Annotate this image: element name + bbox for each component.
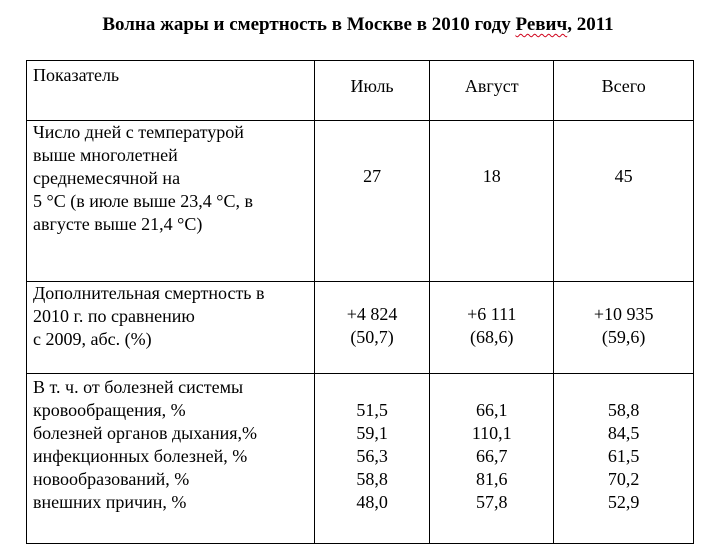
value-circulatory: 66,1: [476, 400, 508, 420]
header-total: Всего: [553, 60, 694, 121]
header-july: Июль: [313, 60, 431, 121]
heatwave-mortality-table: Показатель Июль Август Всего Число дней …: [26, 60, 694, 544]
value-respiratory: 59,1: [356, 423, 388, 443]
label-line: новообразований, %: [33, 469, 190, 489]
value-absolute: +6 111: [467, 304, 517, 324]
label-line: выше многолетней: [33, 145, 178, 165]
label-line: Число дней с температурой: [33, 122, 244, 142]
cell-causes-total: 58,8 84,5 61,5 70,2 52,9: [553, 373, 694, 544]
value-absolute: +10 935: [593, 304, 654, 324]
table-row-causes: В т. ч. от болезней системы кровообращен…: [26, 373, 694, 544]
cell-hot-days-total: 45: [553, 120, 694, 282]
document-page: Волна жары и смертность в Москве в 2010 …: [0, 13, 716, 544]
row-label-hot-days: Число дней с температурой выше многолетн…: [26, 120, 315, 282]
value-external: 57,8: [476, 492, 508, 512]
value-circulatory: 58,8: [607, 400, 640, 420]
table-row-excess-mortality: Дополнительная смертность в 2010 г. по с…: [26, 281, 694, 374]
value-respiratory: 84,5: [607, 423, 640, 443]
cell-hot-days-august: 18: [429, 120, 555, 282]
title-text: Волна жары и смертность в Москве в 2010 …: [102, 14, 511, 35]
value-external: 52,9: [607, 492, 640, 512]
document-title: Волна жары и смертность в Москве в 2010 …: [0, 13, 716, 37]
cell-excess-july: +4 824 (50,7): [313, 281, 431, 374]
label-line: кровообращения, %: [33, 400, 186, 420]
label-line: болезней органов дыхания,%: [33, 423, 258, 443]
label-line: инфекционных болезней, %: [33, 446, 248, 466]
title-year: , 2011: [567, 14, 614, 35]
value-percent: (50,7): [350, 327, 394, 347]
cell-excess-august: +6 111 (68,6): [429, 281, 555, 374]
header-august: Август: [429, 60, 555, 121]
label-line: 5 °С (в июле выше 23,4 °С, в: [33, 191, 253, 211]
cell-causes-august: 66,1 110,1 66,7 81,6 57,8: [429, 373, 555, 544]
value-neoplasms: 81,6: [476, 469, 508, 489]
value-infectious: 56,3: [356, 446, 388, 466]
value-neoplasms: 70,2: [607, 469, 640, 489]
value-external: 48,0: [356, 492, 388, 512]
label-line: с 2009, абс. (%): [33, 329, 152, 349]
value-absolute: +4 824: [346, 304, 398, 324]
cell-causes-july: 51,5 59,1 56,3 58,8 48,0: [313, 373, 431, 544]
label-line: 2010 г. по сравнению: [33, 306, 195, 326]
label-line: внешних причин, %: [33, 492, 187, 512]
value-infectious: 66,7: [476, 446, 508, 466]
label-line: В т. ч. от болезней системы: [33, 377, 244, 397]
table-header-row: Показатель Июль Август Всего: [26, 60, 694, 121]
title-author-spellcheck: Ревич: [515, 14, 568, 35]
value-neoplasms: 58,8: [356, 469, 388, 489]
label-line: Дополнительная смертность в: [33, 283, 265, 303]
value-percent: (68,6): [470, 327, 514, 347]
cell-excess-total: +10 935 (59,6): [553, 281, 694, 374]
table-row-hot-days: Число дней с температурой выше многолетн…: [26, 120, 694, 282]
value-circulatory: 51,5: [356, 400, 388, 420]
label-line: августе выше 21,4 °С): [33, 214, 203, 234]
value-respiratory: 110,1: [471, 423, 512, 443]
cell-hot-days-july: 27: [313, 120, 431, 282]
value-percent: (59,6): [601, 327, 646, 347]
row-label-excess-mortality: Дополнительная смертность в 2010 г. по с…: [26, 281, 315, 374]
label-line: среднемесячной на: [33, 168, 181, 188]
header-indicator: Показатель: [26, 60, 315, 121]
value-infectious: 61,5: [607, 446, 640, 466]
row-label-causes: В т. ч. от болезней системы кровообращен…: [26, 373, 315, 544]
